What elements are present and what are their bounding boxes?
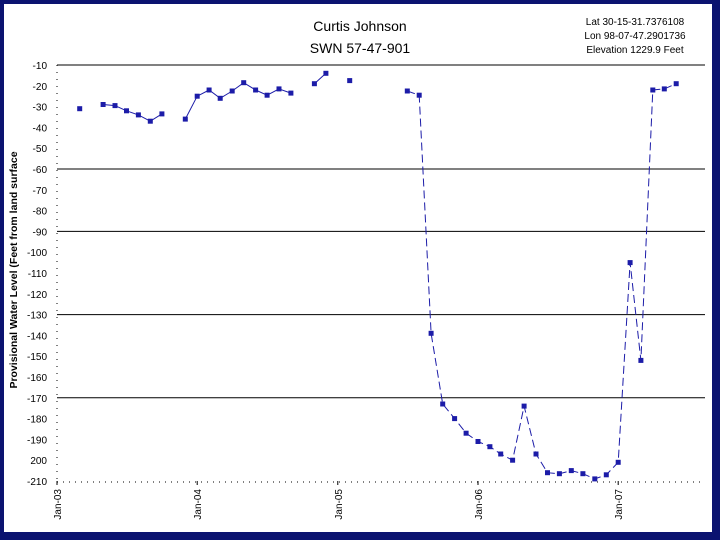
y-tick-label: -90	[33, 227, 48, 238]
y-tick-label: -70	[33, 186, 48, 197]
data-point	[487, 444, 493, 450]
y-tick-label: -210	[27, 477, 47, 488]
data-point	[229, 88, 235, 94]
data-point	[580, 471, 586, 477]
data-point	[440, 401, 446, 407]
data-point	[323, 70, 329, 76]
data-point	[510, 457, 516, 463]
x-tick-label: Jan-07	[614, 489, 625, 520]
data-point	[673, 81, 679, 87]
y-tick-label: -120	[27, 290, 47, 301]
data-point	[463, 430, 469, 436]
y-tick-label: -130	[27, 311, 47, 322]
data-point	[264, 92, 270, 98]
y-tick-label: -170	[27, 394, 47, 405]
data-point	[311, 81, 317, 87]
data-point	[416, 92, 422, 98]
series-line	[184, 82, 292, 120]
x-tick-label: Jan-03	[53, 489, 64, 520]
data-point	[556, 471, 562, 477]
y-tick-label: -190	[27, 435, 47, 446]
data-point	[404, 88, 410, 94]
x-tick-label: Jan-05	[334, 489, 345, 520]
chart-title: Curtis Johnson	[313, 18, 407, 34]
y-tick-label: -50	[33, 144, 48, 155]
y-tick-label: -180	[27, 415, 47, 426]
y-tick-label: -160	[27, 373, 47, 384]
data-point	[475, 439, 481, 444]
data-point	[288, 90, 294, 96]
data-point	[592, 476, 598, 482]
data-point	[533, 451, 539, 457]
data-point	[568, 468, 574, 474]
latitude-info: Lat 30-15-31.7376108	[585, 17, 685, 28]
elevation-info: Elevation 1229.9 Feet	[586, 45, 684, 56]
data-point	[182, 116, 188, 122]
y-tick-label: -150	[27, 352, 47, 363]
data-point	[112, 103, 118, 109]
y-tick-label: 200	[30, 456, 47, 467]
data-point	[159, 111, 165, 117]
chart-subtitle: SWN 57-47-901	[309, 40, 411, 56]
y-tick-label: -140	[27, 331, 47, 342]
data-point	[661, 86, 667, 92]
longitude-info: Lon 98-07-47.2901736	[584, 31, 686, 42]
y-tick-label: -110	[28, 269, 48, 280]
x-tick-label: Jan-04	[193, 489, 204, 520]
y-tick-label: -80	[33, 207, 48, 218]
data-point	[545, 470, 550, 476]
chart-panel	[4, 4, 712, 532]
data-point	[206, 87, 212, 93]
data-point	[615, 459, 621, 465]
data-point	[194, 93, 200, 99]
data-point	[452, 416, 458, 422]
data-point	[347, 78, 353, 84]
y-tick-label: -10	[33, 61, 48, 72]
data-point	[521, 403, 527, 409]
y-tick-label: -100	[27, 248, 47, 259]
y-tick-label: -60	[33, 165, 48, 176]
data-point	[124, 108, 129, 114]
y-tick-label: -30	[33, 103, 48, 114]
y-tick-label: -20	[33, 82, 48, 93]
data-point	[428, 330, 434, 336]
data-point	[147, 118, 153, 124]
data-point	[217, 95, 223, 101]
data-point	[650, 87, 656, 93]
data-point	[603, 472, 609, 478]
data-point	[498, 451, 504, 457]
data-point	[627, 260, 633, 266]
data-point	[135, 112, 141, 118]
data-point	[253, 87, 259, 93]
data-point	[638, 357, 644, 363]
data-point	[77, 106, 83, 112]
series-line	[103, 104, 163, 122]
series-line	[407, 83, 677, 480]
data-point	[100, 102, 106, 107]
data-point	[276, 86, 282, 92]
y-tick-label: -40	[33, 123, 48, 134]
data-point	[241, 80, 247, 86]
x-tick-label: Jan-06	[474, 489, 485, 520]
